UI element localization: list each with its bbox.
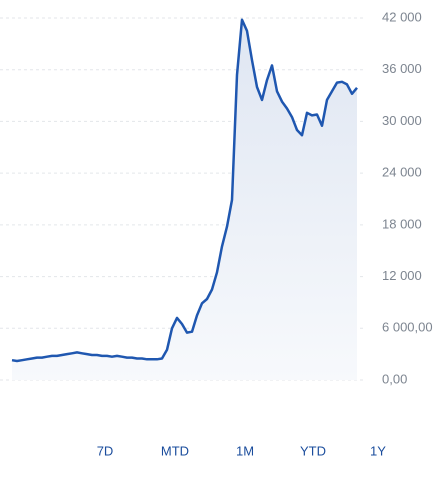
range-button[interactable]: 1M	[236, 443, 254, 458]
price-line	[11, 18, 358, 363]
y-tick-label: 42 000	[382, 9, 422, 24]
range-button[interactable]: 7D	[97, 443, 114, 458]
y-tick-label: 30 000	[382, 113, 422, 128]
range-button[interactable]: MTD	[161, 443, 189, 458]
y-tick-label: 36 000	[382, 61, 422, 76]
y-tick-label: 24 000	[382, 165, 422, 180]
range-button[interactable]: 1Y	[370, 443, 386, 458]
y-tick-label: 6 000,00	[382, 320, 433, 335]
area	[12, 19, 357, 380]
y-tick-label: 0,00	[382, 371, 407, 386]
range-button[interactable]: YTD	[300, 443, 326, 458]
y-tick-label: 12 000	[382, 268, 422, 283]
y-tick-label: 18 000	[382, 216, 422, 231]
